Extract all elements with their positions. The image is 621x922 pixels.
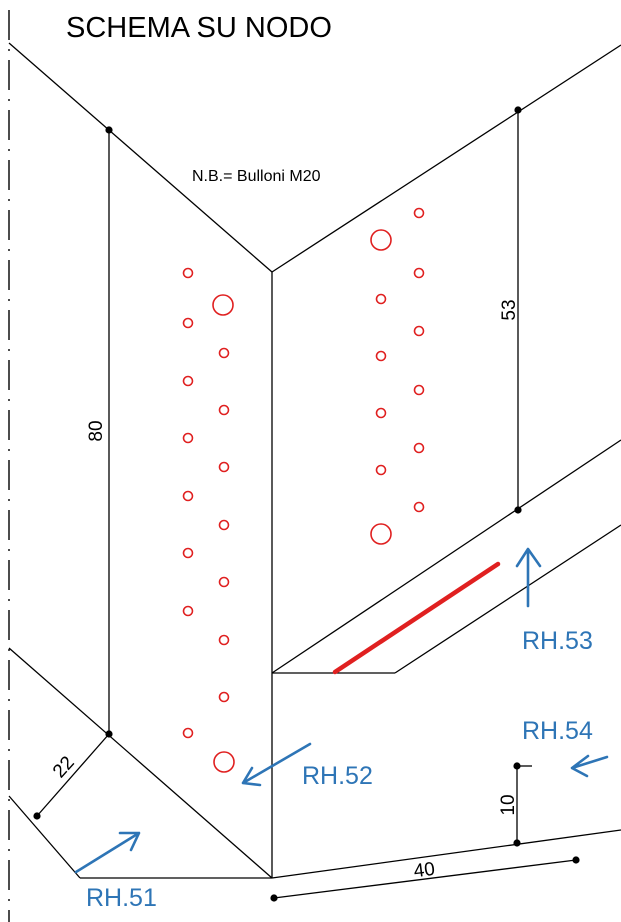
dimension-22: 22 — [49, 752, 79, 782]
bolt-hole — [413, 501, 425, 513]
bolt-hole — [375, 464, 387, 476]
bolt-hole — [218, 461, 230, 473]
bolt-hole — [375, 350, 387, 362]
dimension-dots — [33, 106, 580, 902]
right-bolt-holes — [370, 207, 425, 545]
bolt-hole — [413, 384, 425, 396]
left-lower-member-bottom — [8, 795, 81, 879]
lower-diagonal-bottom — [394, 524, 621, 674]
bolt-hole — [182, 727, 194, 739]
reaction-arrow-rh51 — [74, 831, 141, 874]
bolt-hole — [182, 375, 194, 387]
bolt-hole-large — [370, 229, 392, 251]
bolt-hole — [413, 267, 425, 279]
reaction-arrow-rh54 — [570, 754, 609, 778]
dim-dot — [33, 812, 41, 820]
bolt-note: N.B.= Bulloni M20 — [192, 168, 321, 185]
bolt-hole — [413, 207, 425, 219]
bolt-hole — [182, 317, 194, 329]
dimension-53: 53 — [499, 299, 520, 320]
dim-dot — [514, 106, 522, 114]
weld-seam — [332, 561, 501, 675]
bolt-hole — [218, 404, 230, 416]
bolt-hole-large — [212, 294, 234, 316]
dim-dot — [572, 856, 580, 864]
bolt-hole — [182, 432, 194, 444]
reaction-label-rh52: RH.52 — [302, 762, 373, 790]
dim-dot — [514, 506, 522, 514]
bottom-chord-line — [271, 829, 621, 879]
dim-22-line — [36, 733, 110, 817]
bolt-hole — [218, 576, 230, 588]
bolt-hole — [375, 293, 387, 305]
reaction-arrow-rh53 — [515, 547, 542, 608]
bolt-hole — [375, 407, 387, 419]
bolt-hole — [413, 325, 425, 337]
reaction-label-rh53: RH.53 — [522, 627, 593, 655]
bolt-hole-large — [370, 523, 392, 545]
bolt-hole — [218, 634, 230, 646]
reaction-label-rh51: RH.51 — [86, 884, 157, 912]
bolt-hole-large — [213, 751, 235, 773]
upper-left-chord-top — [8, 42, 273, 273]
right-chord-bottom-edge — [271, 439, 621, 674]
bolt-hole — [218, 347, 230, 359]
bolt-hole — [182, 490, 194, 502]
dim-dot — [105, 730, 113, 738]
dim-dot — [270, 894, 278, 902]
reaction-label-rh54: RH.54 — [522, 717, 593, 745]
dimension-80: 80 — [86, 420, 107, 441]
drawing-title: SCHEMA SU NODO — [66, 12, 332, 44]
reaction-arrow-rh52 — [241, 742, 312, 787]
bolt-hole — [182, 267, 194, 279]
dim-dot — [105, 126, 113, 134]
dim-40-line — [273, 859, 577, 899]
bolt-hole — [218, 691, 230, 703]
dimension-40: 40 — [413, 859, 437, 882]
reaction-arrows — [74, 547, 609, 874]
bolt-hole — [182, 547, 194, 559]
dimension-10: 10 — [498, 794, 519, 815]
bolt-hole — [218, 519, 230, 531]
left-lower-member-top — [8, 647, 273, 879]
dim-dot — [513, 762, 521, 770]
bolt-hole — [182, 605, 194, 617]
dim-dot — [513, 839, 521, 847]
left-bolt-holes — [182, 267, 235, 773]
member-outlines — [8, 42, 621, 899]
upper-right-chord-top — [271, 44, 621, 273]
bolt-hole — [413, 442, 425, 454]
